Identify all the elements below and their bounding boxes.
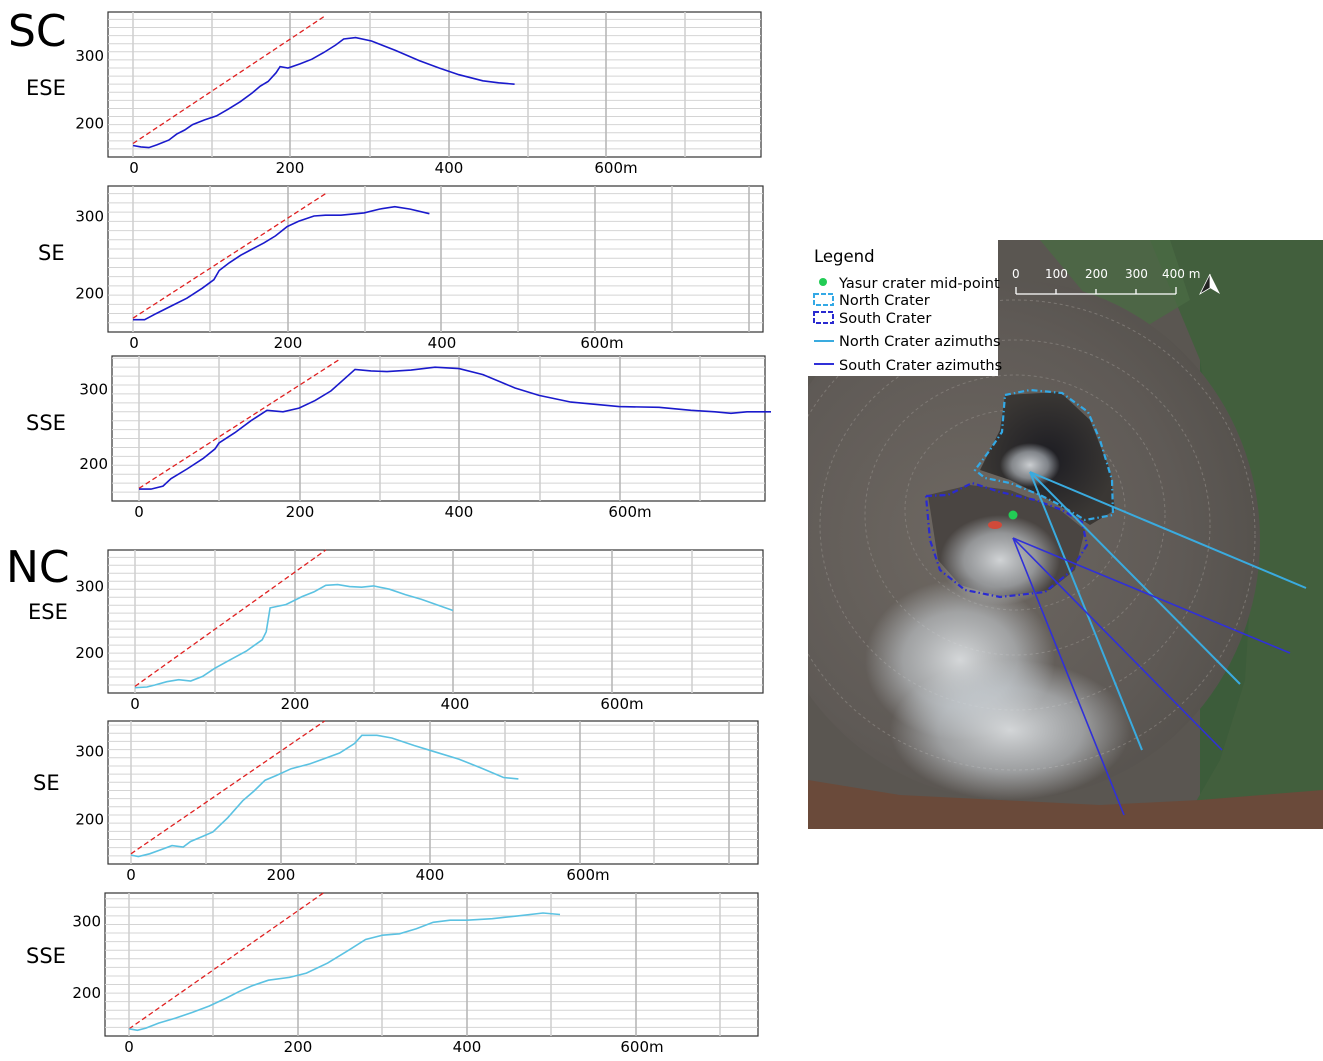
- y-tick-label: 300: [75, 208, 104, 226]
- smoke-plume-4: [1000, 443, 1060, 487]
- chart-sc-ese: 200 300 0 200 400 600m ESE: [26, 11, 762, 177]
- legend-dot-icon: [819, 278, 827, 286]
- scale-label-400: 400 m: [1162, 267, 1200, 281]
- y-tick-label: 200: [75, 285, 104, 303]
- crater-mid-point: [1008, 510, 1018, 520]
- x-tick-label: 400: [441, 695, 470, 713]
- direction-label: ESE: [26, 76, 66, 100]
- scale-label-300: 300: [1125, 267, 1148, 281]
- x-tick-label: 600m: [608, 503, 651, 521]
- plot-frame: [107, 185, 764, 333]
- y-tick-label: 300: [79, 380, 108, 398]
- y-tick-label: 200: [79, 455, 108, 473]
- legend-north-crater-icon: [813, 293, 834, 306]
- x-tick-label: 200: [284, 1038, 313, 1056]
- scale-label-100: 100: [1045, 267, 1068, 281]
- sc-azimuth-se: [1012, 537, 1223, 751]
- y-tick-label: 300: [75, 578, 104, 596]
- chart-sc-se: 200 300 0 200 400 600m SE: [38, 185, 764, 352]
- x-tick-label: 400: [428, 334, 457, 352]
- x-tick-label: 600m: [566, 866, 609, 884]
- x-tick-label: 200: [286, 503, 315, 521]
- nc-azimuth-ese: [1029, 471, 1307, 589]
- chart-nc-ese: 200 300 0 200 400 600m ESE: [28, 549, 764, 713]
- x-tick-label: 200: [274, 334, 303, 352]
- direction-label: SSE: [26, 944, 66, 968]
- direction-label: SE: [33, 771, 60, 795]
- x-tick-label: 400: [453, 1038, 482, 1056]
- south-crater-outline: [924, 481, 1089, 599]
- south-crater-azimuths: [1012, 537, 1291, 816]
- plot-frame: [107, 720, 759, 865]
- x-tick-label: 0: [124, 1038, 134, 1056]
- legend-title: Legend: [814, 247, 875, 266]
- x-tick-label: 400: [435, 159, 464, 177]
- plot-frame: [111, 355, 766, 502]
- vegetation-bottom: [808, 780, 1323, 829]
- reference-line: [130, 720, 326, 855]
- legend-item-midpoint: Yasur crater mid-point: [838, 276, 1000, 292]
- y-tick-label: 200: [75, 811, 104, 829]
- legend-item-sc-azimuths: South Crater azimuths: [839, 358, 1002, 374]
- elevation-profile-line: [130, 734, 519, 858]
- y-tick-label: 200: [75, 114, 104, 132]
- sc-azimuth-ese: [1012, 537, 1291, 654]
- y-tick-label: 200: [72, 984, 101, 1002]
- x-tick-label: 400: [416, 866, 445, 884]
- direction-label: ESE: [28, 600, 68, 624]
- reference-line: [134, 549, 327, 687]
- reference-line: [132, 193, 326, 319]
- x-tick-label: 600m: [594, 159, 637, 177]
- elevation-profile-line: [139, 366, 771, 490]
- chart-sc-sse: 200 300 0 200 400 600m SSE: [26, 355, 771, 521]
- legend-item-nc-azimuths: North Crater azimuths: [839, 334, 1001, 350]
- x-tick-label: 600m: [620, 1038, 663, 1056]
- sc-azimuth-sse: [1012, 537, 1125, 816]
- reference-line: [132, 16, 325, 145]
- vegetation-edge: [1150, 240, 1323, 829]
- elevation-profile-line: [132, 36, 515, 149]
- direction-label: SSE: [26, 411, 66, 435]
- x-tick-label: 200: [267, 866, 296, 884]
- smoke-plume-2: [890, 660, 1130, 800]
- x-tick-label: 200: [276, 159, 305, 177]
- legend-item-north-crater: North Crater: [839, 293, 930, 309]
- x-tick-label: 600m: [600, 695, 643, 713]
- group-label-nc: NC: [6, 542, 70, 593]
- y-tick-label: 300: [75, 47, 104, 65]
- elevation-profile-line: [133, 205, 430, 321]
- x-tick-label: 600m: [580, 334, 623, 352]
- x-tick-label: 0: [130, 695, 140, 713]
- north-crater-outline: [973, 388, 1115, 522]
- x-tick-label: 0: [129, 159, 139, 177]
- plot-frame: [104, 892, 759, 1037]
- scale-label-200: 200: [1085, 267, 1108, 281]
- x-tick-label: 400: [445, 503, 474, 521]
- legend-box: [808, 240, 998, 376]
- map-legend: Legend Yasur crater mid-point North Crat…: [808, 240, 1002, 376]
- chart-nc-se: 200 300 0 200 400 600m SE: [33, 720, 759, 884]
- legend-item-south-crater: South Crater: [839, 311, 931, 327]
- chart-nc-sse: 200 300 0 200 400 600m SSE: [26, 892, 759, 1056]
- x-tick-label: 0: [134, 503, 144, 521]
- direction-label: SE: [38, 241, 65, 265]
- north-arrow-icon: [1199, 273, 1220, 296]
- scale-bar: [1015, 287, 1177, 295]
- y-tick-label: 300: [72, 913, 101, 931]
- x-tick-label: 0: [126, 866, 136, 884]
- group-label-sc: SC: [8, 6, 67, 57]
- elevation-profile-line: [128, 912, 561, 1032]
- nc-azimuth-se: [1029, 471, 1241, 685]
- x-tick-label: 200: [281, 695, 310, 713]
- vegetation-top: [1040, 240, 1190, 330]
- legend-south-crater-icon: [813, 311, 834, 324]
- lava-glow: [988, 521, 1002, 529]
- y-tick-label: 300: [75, 743, 104, 761]
- y-tick-label: 200: [75, 644, 104, 662]
- scale-label-0: 0: [1012, 267, 1020, 281]
- x-tick-label: 0: [129, 334, 139, 352]
- elevation-profile-line: [134, 583, 454, 689]
